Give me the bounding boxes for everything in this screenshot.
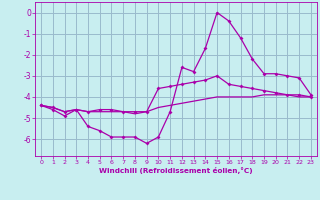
- X-axis label: Windchill (Refroidissement éolien,°C): Windchill (Refroidissement éolien,°C): [99, 167, 253, 174]
